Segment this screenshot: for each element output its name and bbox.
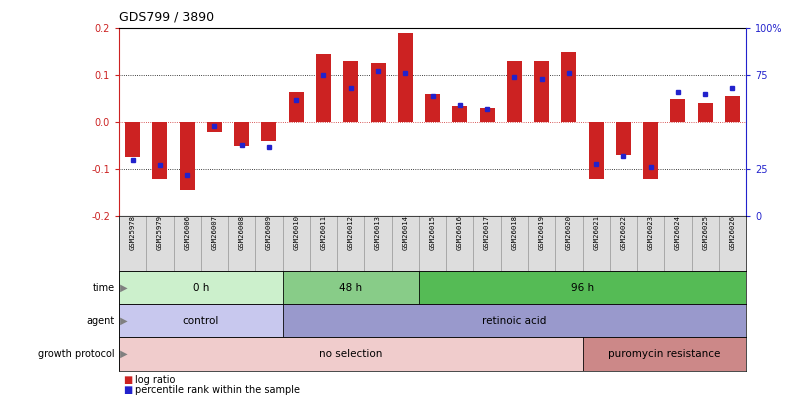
Bar <box>282 271 418 304</box>
Bar <box>418 271 745 304</box>
Bar <box>588 122 603 179</box>
Bar <box>125 122 140 158</box>
Text: ▶: ▶ <box>116 349 127 359</box>
Bar <box>119 271 282 304</box>
Text: agent: agent <box>87 316 115 326</box>
Text: percentile rank within the sample: percentile rank within the sample <box>135 385 300 395</box>
Text: no selection: no selection <box>319 349 382 359</box>
Text: ▶: ▶ <box>116 283 127 292</box>
Bar <box>234 122 249 146</box>
Bar <box>343 61 358 122</box>
Text: log ratio: log ratio <box>135 375 175 385</box>
Bar <box>316 54 331 122</box>
Text: puromycin resistance: puromycin resistance <box>607 349 719 359</box>
Bar <box>479 108 494 122</box>
Bar <box>288 92 304 122</box>
Bar <box>370 63 385 122</box>
Bar <box>506 61 521 122</box>
Bar <box>533 61 548 122</box>
Bar <box>397 33 412 122</box>
Bar <box>261 122 276 141</box>
Bar <box>206 122 222 132</box>
Text: control: control <box>182 316 218 326</box>
Text: ▶: ▶ <box>116 316 127 326</box>
Bar <box>670 98 685 122</box>
Text: retinoic acid: retinoic acid <box>482 316 546 326</box>
Bar <box>119 304 282 337</box>
Text: ■: ■ <box>123 385 132 395</box>
Bar <box>425 94 439 122</box>
Bar <box>724 96 739 122</box>
Text: growth protocol: growth protocol <box>39 349 115 359</box>
Bar <box>282 304 745 337</box>
Text: ■: ■ <box>123 375 132 385</box>
Bar <box>615 122 630 155</box>
Text: 48 h: 48 h <box>339 283 362 292</box>
Bar <box>697 103 711 122</box>
Bar <box>582 337 745 371</box>
Bar <box>179 122 194 190</box>
Text: 0 h: 0 h <box>193 283 209 292</box>
Text: GDS799 / 3890: GDS799 / 3890 <box>119 10 214 23</box>
Bar <box>560 52 576 122</box>
Bar <box>153 122 167 179</box>
Text: time: time <box>92 283 115 292</box>
Text: 96 h: 96 h <box>570 283 593 292</box>
Bar <box>642 122 658 179</box>
Bar <box>119 337 582 371</box>
Bar <box>452 106 467 122</box>
